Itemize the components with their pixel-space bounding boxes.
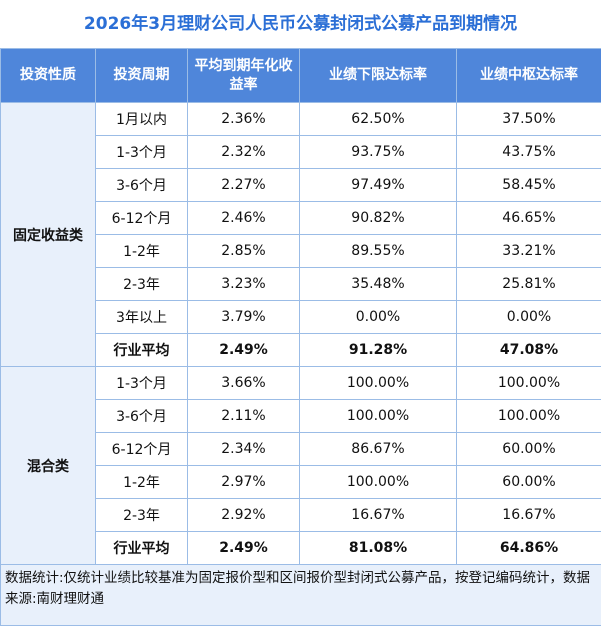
header-lower-rate: 业绩下限达标率 bbox=[299, 48, 457, 103]
center-rate-cell: 60.00% bbox=[456, 465, 601, 499]
yield-cell: 3.66% bbox=[187, 366, 300, 400]
average-row: 行业平均 2.49% 81.08% 64.86% bbox=[1, 531, 601, 565]
table-row: 3-6个月 2.27% 97.49% 58.45% bbox=[1, 168, 601, 202]
center-rate-cell: 47.08% bbox=[456, 333, 601, 367]
period-cell: 6-12个月 bbox=[95, 201, 188, 235]
group-label: 固定收益类 bbox=[0, 102, 96, 367]
yield-cell: 2.49% bbox=[187, 531, 300, 565]
center-rate-cell: 0.00% bbox=[456, 300, 601, 334]
header-yield: 平均到期年化收益率 bbox=[187, 48, 300, 103]
lower-rate-cell: 100.00% bbox=[299, 399, 457, 433]
center-rate-cell: 100.00% bbox=[456, 366, 601, 400]
yield-cell: 2.92% bbox=[187, 498, 300, 532]
yield-cell: 2.49% bbox=[187, 333, 300, 367]
yield-cell: 2.11% bbox=[187, 399, 300, 433]
center-rate-cell: 100.00% bbox=[456, 399, 601, 433]
yield-cell: 2.46% bbox=[187, 201, 300, 235]
note-row: 数据统计:仅统计业绩比较基准为固定报价型和区间报价型封闭式公募产品，按登记编码统… bbox=[0, 564, 601, 626]
center-rate-cell: 43.75% bbox=[456, 135, 601, 169]
lower-rate-cell: 89.55% bbox=[299, 234, 457, 268]
header-type: 投资性质 bbox=[0, 48, 96, 103]
table-row: 固定收益类 1月以内 2.36% 62.50% 37.50% bbox=[0, 102, 601, 367]
table-row: 3年以上 3.79% 0.00% 0.00% bbox=[1, 300, 601, 334]
period-cell: 1-3个月 bbox=[95, 366, 188, 400]
lower-rate-cell: 100.00% bbox=[299, 465, 457, 499]
period-cell: 6-12个月 bbox=[95, 432, 188, 466]
yield-cell: 2.36% bbox=[187, 102, 300, 136]
lower-rate-cell: 0.00% bbox=[299, 300, 457, 334]
period-cell: 1-2年 bbox=[95, 465, 188, 499]
lower-rate-cell: 86.67% bbox=[299, 432, 457, 466]
yield-cell: 3.79% bbox=[187, 300, 300, 334]
average-row: 行业平均 2.49% 91.28% 47.08% bbox=[1, 333, 601, 367]
period-cell: 1月以内 bbox=[95, 102, 188, 136]
lower-rate-cell: 93.75% bbox=[299, 135, 457, 169]
period-cell: 1-2年 bbox=[95, 234, 188, 268]
center-rate-cell: 33.21% bbox=[456, 234, 601, 268]
table-row: 1-3个月 2.32% 93.75% 43.75% bbox=[1, 135, 601, 169]
lower-rate-cell: 81.08% bbox=[299, 531, 457, 565]
center-rate-cell: 37.50% bbox=[456, 102, 601, 136]
yield-cell: 2.85% bbox=[187, 234, 300, 268]
page-title: 2026年3月理财公司人民币公募封闭式公募产品到期情况 bbox=[83, 14, 518, 34]
center-rate-cell: 64.86% bbox=[456, 531, 601, 565]
table-body: 固定收益类 1月以内 2.36% 62.50% 37.50% 1-3个月 2.32% 93.7… bbox=[0, 102, 601, 565]
group-label: 混合类 bbox=[0, 366, 96, 565]
lower-rate-cell: 100.00% bbox=[299, 366, 457, 400]
lower-rate-cell: 90.82% bbox=[299, 201, 457, 235]
period-cell: 3-6个月 bbox=[95, 399, 188, 433]
lower-rate-cell: 91.28% bbox=[299, 333, 457, 367]
header-center-rate: 业绩中枢达标率 bbox=[456, 48, 601, 103]
header-row: 投资性质 投资周期 平均到期年化收益率 业绩下限达标率 业绩中枢达标率 bbox=[0, 48, 601, 103]
center-rate-cell: 46.65% bbox=[456, 201, 601, 235]
yield-cell: 2.27% bbox=[187, 168, 300, 202]
header-period: 投资周期 bbox=[95, 48, 188, 103]
period-cell: 行业平均 bbox=[95, 531, 188, 565]
table-row: 2-3年 2.92% 16.67% 16.67% bbox=[1, 498, 601, 532]
lower-rate-cell: 16.67% bbox=[299, 498, 457, 532]
lower-rate-cell: 97.49% bbox=[299, 168, 457, 202]
maturity-table: 投资性质 投资周期 平均到期年化收益率 业绩下限达标率 业绩中枢达标率 固定收益… bbox=[0, 48, 601, 626]
period-cell: 3-6个月 bbox=[95, 168, 188, 202]
lower-rate-cell: 62.50% bbox=[299, 102, 457, 136]
table-row: 混合类 1-3个月 3.66% 100.00% 100.00% bbox=[0, 366, 601, 565]
table-row: 6-12个月 2.46% 90.82% 46.65% bbox=[1, 201, 601, 235]
yield-cell: 3.23% bbox=[187, 267, 300, 301]
table-row: 3-6个月 2.11% 100.00% 100.00% bbox=[1, 399, 601, 433]
center-rate-cell: 58.45% bbox=[456, 168, 601, 202]
period-cell: 2-3年 bbox=[95, 498, 188, 532]
period-cell: 2-3年 bbox=[95, 267, 188, 301]
yield-cell: 2.32% bbox=[187, 135, 300, 169]
table-row: 1-2年 2.85% 89.55% 33.21% bbox=[1, 234, 601, 268]
period-cell: 3年以上 bbox=[95, 300, 188, 334]
period-cell: 行业平均 bbox=[95, 333, 188, 367]
lower-rate-cell: 35.48% bbox=[299, 267, 457, 301]
table-row: 2-3年 3.23% 35.48% 25.81% bbox=[1, 267, 601, 301]
center-rate-cell: 16.67% bbox=[456, 498, 601, 532]
center-rate-cell: 25.81% bbox=[456, 267, 601, 301]
footnote: 数据统计:仅统计业绩比较基准为固定报价型和区间报价型封闭式公募产品，按登记编码统… bbox=[0, 564, 601, 626]
yield-cell: 2.97% bbox=[187, 465, 300, 499]
period-cell: 1-3个月 bbox=[95, 135, 188, 169]
yield-cell: 2.34% bbox=[187, 432, 300, 466]
center-rate-cell: 60.00% bbox=[456, 432, 601, 466]
